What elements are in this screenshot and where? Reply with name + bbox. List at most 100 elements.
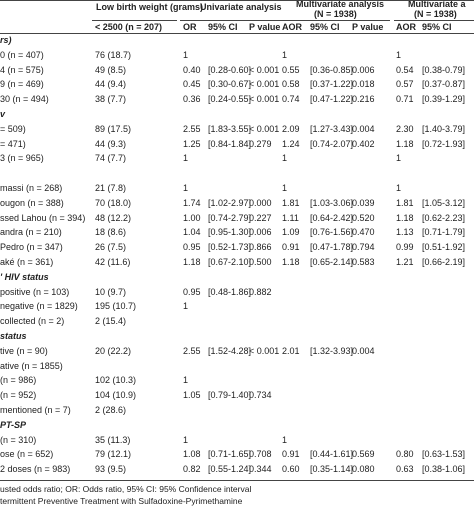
column-header: P value: [352, 22, 384, 32]
table-cell: [0.66-2.19]: [422, 257, 466, 267]
header-mv1-n: (N = 1938): [314, 9, 357, 19]
table-cell: [0.65-2.14]: [310, 257, 354, 267]
header-top-rule: [0, 0, 474, 1]
table-cell: 18 (8.6): [95, 227, 127, 238]
table-cell: 1.04: [183, 227, 201, 238]
table-cell: 42 (11.6): [95, 257, 131, 267]
table-cell: 0.54: [396, 64, 414, 75]
row-label: = 509): [0, 123, 26, 134]
table-cell: 0.95: [183, 242, 201, 253]
table-cell: [0.67-2.10]: [208, 257, 252, 267]
table-cell: 21 (7.8): [95, 183, 127, 193]
table-cell: 0.55: [282, 64, 300, 75]
table-cell: 35 (11.3): [95, 434, 131, 445]
column-header: AOR: [282, 22, 302, 32]
table-cell: 44 (9.4): [95, 79, 127, 90]
table-cell: [0.36-0.85]: [310, 64, 354, 75]
table-cell: 2.55: [183, 123, 201, 134]
table-cell: [0.63-1.53]: [422, 449, 466, 460]
table-cell: 0.018: [352, 79, 375, 90]
table-cell: 0.734: [249, 390, 272, 401]
table-cell: [0.35-1.14]: [310, 464, 354, 475]
table-cell: 195 (10.7): [95, 301, 137, 312]
table-cell: [0.71-1.65]: [208, 449, 252, 460]
table-cell: 0.99: [396, 242, 414, 253]
table-cell: 0.708: [249, 449, 272, 460]
table-cell: [0.95-1.30]: [208, 227, 252, 238]
section-heading: rs): [0, 35, 12, 45]
table-cell: [0.71-1.79]: [422, 227, 466, 238]
header-mv1-title: Multivariate analysis: [296, 0, 385, 9]
table-cell: 1: [183, 375, 189, 386]
header-lbw-title: Low birth weight (grams): [96, 2, 203, 12]
table-cell: 48 (12.2): [95, 212, 132, 223]
table-cell: < 0.001: [249, 79, 280, 90]
table-cell: 1: [183, 49, 189, 60]
table-cell: 2 (28.6): [95, 405, 127, 415]
header-group-rule-uni: [180, 20, 288, 21]
table-cell: 76 (18.7): [95, 49, 132, 60]
table-cell: 1: [282, 153, 288, 164]
row-label: negative (n = 1829): [0, 301, 78, 312]
table-cell: 0.91: [282, 449, 300, 460]
table-cell: 0.794: [352, 242, 375, 253]
table-cell: 26 (7.5): [95, 242, 127, 253]
header-univariate-title: Univariate analysis: [200, 2, 282, 12]
table-cell: 1: [282, 434, 288, 445]
table-cell: 0.866: [249, 242, 272, 253]
table-cell: [0.38-0.79]: [422, 64, 466, 75]
column-header: < 2500 (n = 207): [95, 22, 163, 32]
table-cell: [0.38-1.06]: [422, 464, 466, 475]
table-cell: 1: [396, 153, 402, 164]
row-label: collected (n = 2): [0, 316, 65, 327]
table-cell: 2.55: [183, 345, 201, 356]
header-mv2-title: Multivariate a: [408, 0, 466, 9]
table-cell: 0.583: [352, 257, 375, 267]
table-cell: 1.74: [183, 197, 201, 208]
table-cell: 1: [396, 183, 402, 193]
row-label: ative (n = 1855): [0, 360, 63, 371]
table-cell: [0.62-2.23]: [422, 212, 466, 223]
table-cell: [0.28-0.60]: [208, 64, 252, 75]
table-cell: [1.02-2.97]: [208, 197, 252, 208]
table-cell: 0.74: [282, 94, 300, 105]
table-cell: 0.63: [396, 464, 414, 475]
table-cell: < 0.001: [249, 94, 280, 105]
table-cell: 0.36: [183, 94, 201, 105]
table-cell: [0.37-1.22]: [310, 79, 354, 90]
table-cell: 0.40: [183, 64, 201, 75]
table-cell: 74 (7.7): [95, 153, 127, 164]
table-bottom-rule: [0, 480, 474, 481]
column-header: P value: [249, 22, 281, 32]
table-cell: 1.13: [396, 227, 414, 238]
table-cell: 1.05: [183, 390, 201, 401]
table-cell: [0.47-1.22]: [310, 94, 354, 105]
column-header: 95% CI: [310, 22, 340, 32]
table-cell: [0.39-1.29]: [422, 94, 466, 105]
header-group-rule-lbw: [92, 20, 177, 21]
table-cell: [0.47-1.78]: [310, 242, 354, 253]
table-cell: 1.09: [282, 227, 300, 238]
table-cell: 0.470: [352, 227, 375, 238]
row-label: 9 (n = 469): [0, 79, 44, 90]
table-cell: 0.57: [396, 79, 414, 90]
table-cell: 1.81: [396, 197, 414, 208]
table-cell: 1: [183, 301, 189, 312]
table-cell: [1.32-3.93]: [310, 345, 354, 356]
table-cell: 38 (7.7): [95, 94, 127, 105]
table-cell: 0.006: [249, 227, 272, 238]
table-cell: [0.76-1.56]: [310, 227, 354, 238]
section-heading: PT-SP: [0, 419, 27, 430]
row-label: (n = 986): [0, 375, 37, 386]
table-cell: [0.30-0.67]: [208, 79, 252, 90]
table-cell: 2.01: [282, 345, 300, 356]
table-cell: [0.79-1.40]: [208, 390, 252, 401]
table-cell: [0.51-1.92]: [422, 242, 466, 253]
table-cell: 0.004: [352, 123, 375, 134]
table-cell: 0.60: [282, 464, 300, 475]
table-cell: 0.004: [352, 345, 375, 356]
table-cell: 0.58: [282, 79, 300, 90]
table-cell: 93 (9.5): [95, 464, 127, 475]
table-cell: 0.402: [352, 138, 375, 149]
row-label: aké (n = 361): [0, 257, 54, 267]
